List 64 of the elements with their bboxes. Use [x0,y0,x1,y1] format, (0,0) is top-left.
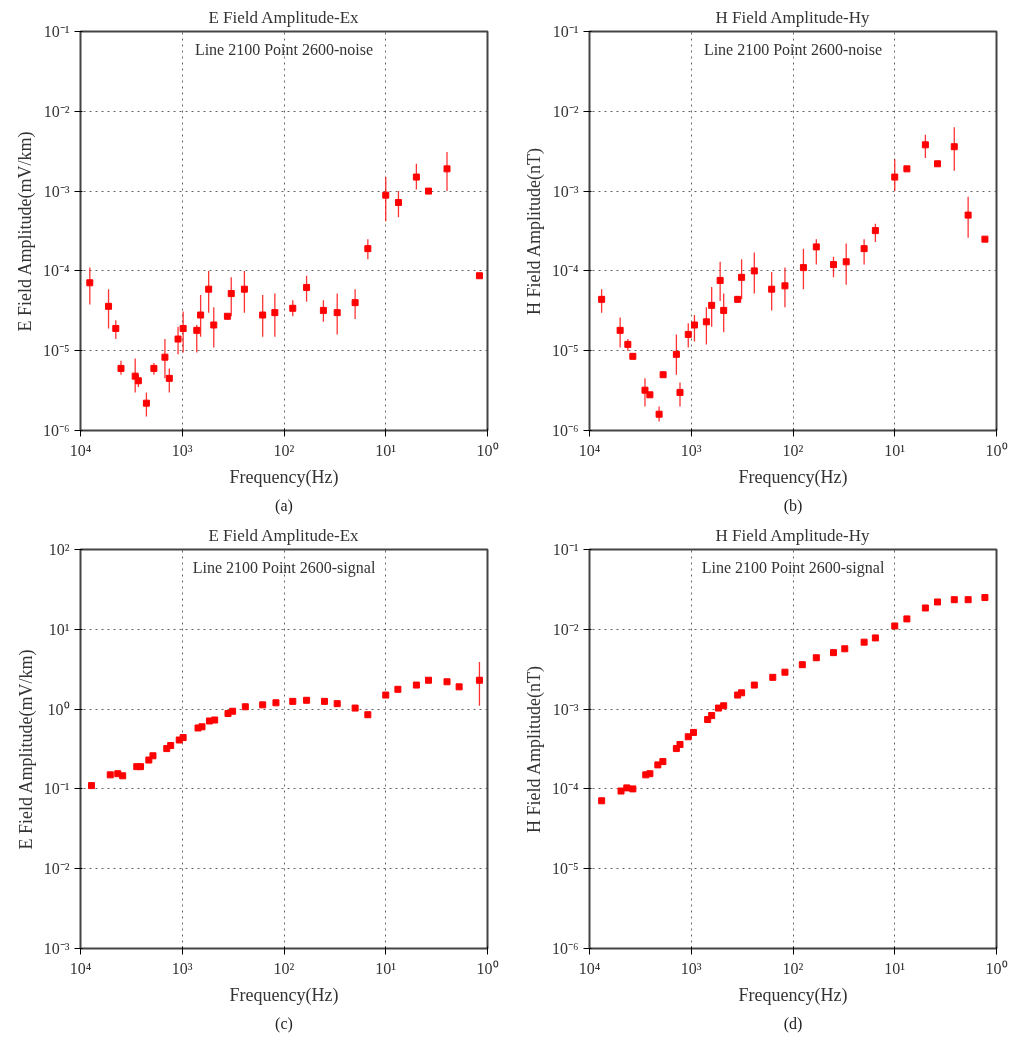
y-tick-label: 10⁻⁴ [42,262,70,280]
chart-title: E Field Amplitude-Ex [208,525,360,545]
y-tick-label: 10⁻⁴ [551,780,579,798]
y-tick-label: 10² [48,541,70,558]
y-tick-label: 10⁰ [47,700,70,718]
text: (d) [783,1014,803,1033]
y-tick-label: 10⁻² [552,620,579,638]
x-tick-label: 10⁴ [69,441,92,459]
x-tick-label: 10² [782,441,804,459]
x-tick-label: 10¹ [884,959,906,977]
text: (a) [275,496,293,515]
x-tick-label: 10² [273,959,295,977]
annotation: Line 2100 Point 2600-signal [192,559,376,578]
y-tick-label: 10⁻¹ [552,541,579,558]
y-tick-label: 10⁻³ [552,700,579,718]
y-tick-label: 10⁻² [43,860,70,878]
x-tick-label: 10² [273,441,295,459]
x-tick-label: 10³ [680,441,702,459]
annotation: Line 2100 Point 2600-noise [703,41,883,59]
x-tick-label: 10⁰ [985,441,1008,459]
y-tick-label: 10⁻¹ [552,23,579,40]
y-tick-label: 10⁻⁵ [551,342,579,360]
chart-title: H Field Amplitude-Hy [715,525,870,545]
y-tick-label: 10⁻³ [43,182,70,200]
y-axis-title: E Field Amplitude(mV/km) [14,131,36,332]
chart-title: E Field Amplitude-Ex [208,7,360,27]
y-tick-label: 10⁻⁶ [42,422,70,439]
x-axis-title: Frequency(Hz) [229,984,339,1006]
y-tick-label: 10⁻² [552,102,579,120]
chart-title: H Field Amplitude-Hy [715,7,870,27]
text: (c) [275,1014,293,1033]
y-tick-label: 10⁻² [43,102,70,120]
y-tick-label: 10⁻¹ [43,23,70,40]
annotation: Line 2100 Point 2600-noise [194,41,374,59]
y-tick-label: 10⁻³ [552,182,579,200]
y-tick-label: 10⁻³ [43,940,70,957]
x-tick-label: 10¹ [884,441,906,459]
x-tick-label: 10³ [171,959,193,977]
y-axis-title: H Field Amplitude(nT) [523,666,545,833]
y-tick-label: 10⁻⁵ [551,860,579,878]
y-axis-title: H Field Amplitude(nT) [523,148,545,315]
y-tick-label: 10¹ [48,620,70,638]
x-tick-label: 10⁰ [985,959,1008,977]
x-tick-label: 10² [782,959,804,977]
x-tick-label: 10³ [171,441,193,459]
y-tick-label: 10⁻⁶ [551,940,579,957]
y-tick-label: 10⁻⁵ [42,342,70,360]
annotation: Line 2100 Point 2600-signal [701,559,885,578]
x-tick-label: 10⁴ [69,959,92,977]
x-tick-label: 10³ [680,959,702,977]
x-axis-title: Frequency(Hz) [738,984,848,1006]
y-tick-label: 10⁻¹ [43,780,70,798]
x-tick-label: 10¹ [375,959,397,977]
x-axis-title: Frequency(Hz) [738,466,848,488]
y-axis-title: E Field Amplitude(mV/km) [15,649,37,850]
y-tick-label: 10⁻⁴ [551,262,579,280]
y-tick-label: 10⁻⁶ [551,422,579,439]
x-tick-label: 10⁰ [476,441,499,459]
text: (b) [783,496,803,515]
x-axis-title: Frequency(Hz) [229,466,339,488]
x-tick-label: 10⁴ [578,441,601,459]
x-tick-label: 10⁰ [476,959,499,977]
x-tick-label: 10¹ [375,441,397,459]
x-tick-label: 10⁴ [578,959,601,977]
